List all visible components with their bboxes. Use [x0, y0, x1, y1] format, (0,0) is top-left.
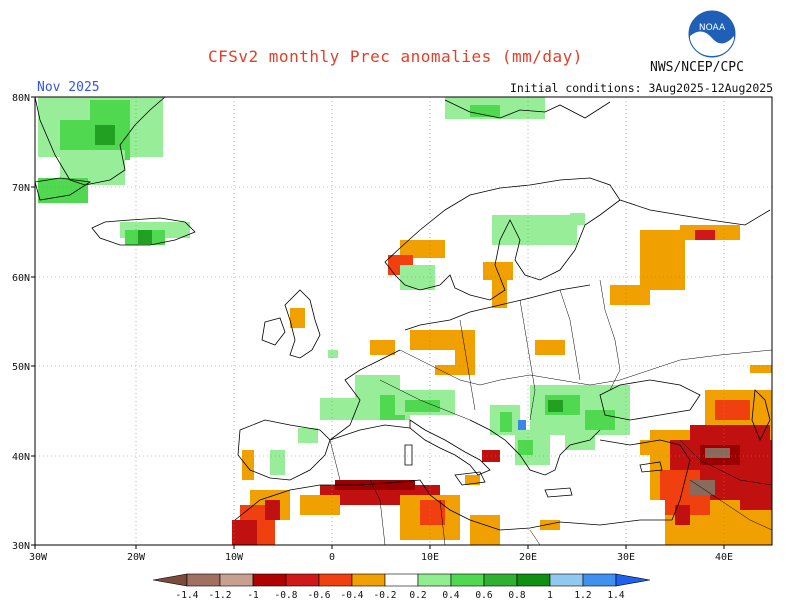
colorbar-label: -0.2	[374, 590, 397, 601]
initial-conditions: Initial conditions: 3Aug2025-12Aug2025	[510, 81, 774, 95]
colorbar-label: 0.4	[442, 590, 459, 601]
lon-labels: 30W 20W 10W 0 10E 20E 30E 40E	[29, 552, 733, 563]
map-title: CFSv2 monthly Prec anomalies (mm/day)	[208, 47, 583, 66]
coastlines	[35, 97, 771, 531]
colorbar-label: -0.6	[308, 590, 331, 601]
colorbar-labels: -1.4 -1.2 -1 -0.8 -0.6 -0.4 -0.2 0.2 0.4…	[176, 590, 625, 601]
lon-label: 10E	[421, 552, 439, 563]
colorbar-swatch	[582, 573, 617, 587]
colorbar-swatch	[152, 573, 188, 587]
lon-label: 20E	[519, 552, 537, 563]
colorbar-label: 1.2	[574, 590, 591, 601]
anomaly-fields	[38, 97, 772, 545]
lat-labels: 80N 70N 60N 50N 40N 30N	[12, 93, 30, 552]
colorbar-label: -1.4	[176, 590, 199, 601]
lon-label: 40E	[715, 552, 733, 563]
colorbar-label: -1	[247, 590, 259, 601]
lon-label: 30W	[29, 552, 48, 563]
dry-region-north-africa	[232, 480, 560, 545]
colorbar-swatch	[384, 573, 419, 587]
wet-region-greenland	[38, 97, 163, 203]
dry-region-russia	[610, 225, 740, 305]
lon-label: 10W	[225, 552, 244, 563]
colorbar-label: 1	[547, 590, 553, 601]
colorbar-swatch	[285, 573, 320, 587]
lat-label: 50N	[12, 362, 30, 373]
lat-label: 30N	[12, 541, 30, 552]
wet-region-iceland	[120, 222, 190, 245]
dry-region-middle-east	[635, 365, 772, 545]
lat-label: 70N	[12, 183, 30, 194]
forecast-month: Nov 2025	[37, 80, 100, 95]
noaa-logo: NOAA	[688, 10, 736, 58]
central-europe-anomalies	[290, 308, 565, 375]
colorbar-label: 0.6	[475, 590, 492, 601]
colorbar-label: 0.2	[409, 590, 426, 601]
map-frame	[34, 96, 773, 546]
colorbar	[152, 573, 651, 587]
axis-ticks	[31, 96, 725, 549]
lat-label: 60N	[12, 273, 30, 284]
colorbar-swatch	[252, 573, 287, 587]
colorbar-swatch	[219, 573, 254, 587]
colorbar-swatch	[615, 573, 651, 587]
colorbar-label: -0.8	[275, 590, 298, 601]
colorbar-label: 1.4	[607, 590, 624, 601]
colorbar-swatch	[417, 573, 452, 587]
lat-label: 80N	[12, 93, 30, 104]
colorbar-swatch	[516, 573, 551, 587]
colorbar-label: -1.2	[209, 590, 232, 601]
colorbar-label: -0.4	[341, 590, 364, 601]
lon-label: 0	[329, 552, 335, 563]
country-borders	[329, 279, 772, 545]
graticule	[35, 97, 772, 545]
colorbar-swatch	[318, 573, 353, 587]
lon-label: 30E	[617, 552, 635, 563]
lat-label: 40N	[12, 452, 30, 463]
colorbar-swatch	[186, 573, 221, 587]
scandinavia-anomalies	[388, 213, 585, 308]
logo-text: NOAA	[699, 23, 726, 33]
agency-label: NWS/NCEP/CPC	[650, 60, 744, 75]
lon-label: 20W	[127, 552, 146, 563]
colorbar-swatch	[483, 573, 518, 587]
colorbar-swatch	[549, 573, 584, 587]
colorbar-swatch	[351, 573, 386, 587]
colorbar-label: 0.8	[508, 590, 525, 601]
colorbar-swatch	[450, 573, 485, 587]
wet-region-south-europe	[270, 375, 630, 475]
